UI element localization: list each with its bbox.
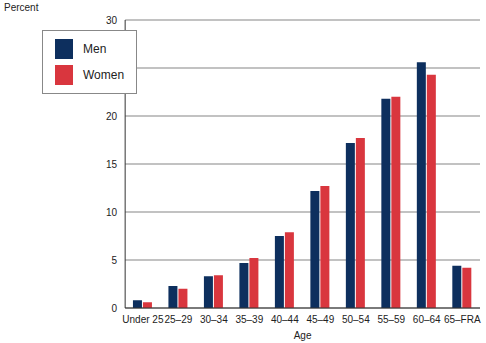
svg-text:60–64: 60–64 bbox=[413, 314, 441, 325]
svg-text:35–39: 35–39 bbox=[235, 314, 263, 325]
svg-text:15: 15 bbox=[106, 159, 118, 170]
svg-text:30–34: 30–34 bbox=[200, 314, 228, 325]
svg-text:5: 5 bbox=[112, 255, 118, 266]
svg-text:Under 25: Under 25 bbox=[122, 314, 164, 325]
svg-text:45–49: 45–49 bbox=[306, 314, 334, 325]
svg-text:0: 0 bbox=[112, 303, 118, 314]
svg-text:25–29: 25–29 bbox=[164, 314, 192, 325]
svg-text:10: 10 bbox=[106, 207, 118, 218]
svg-text:40–44: 40–44 bbox=[271, 314, 299, 325]
svg-text:50–54: 50–54 bbox=[342, 314, 370, 325]
svg-text:65–FRA: 65–FRA bbox=[444, 314, 478, 325]
svg-text:30: 30 bbox=[106, 15, 118, 26]
svg-text:25: 25 bbox=[106, 63, 118, 74]
svg-text:55–59: 55–59 bbox=[377, 314, 405, 325]
svg-text:20: 20 bbox=[106, 111, 118, 122]
svg-text:Age: Age bbox=[294, 330, 312, 341]
